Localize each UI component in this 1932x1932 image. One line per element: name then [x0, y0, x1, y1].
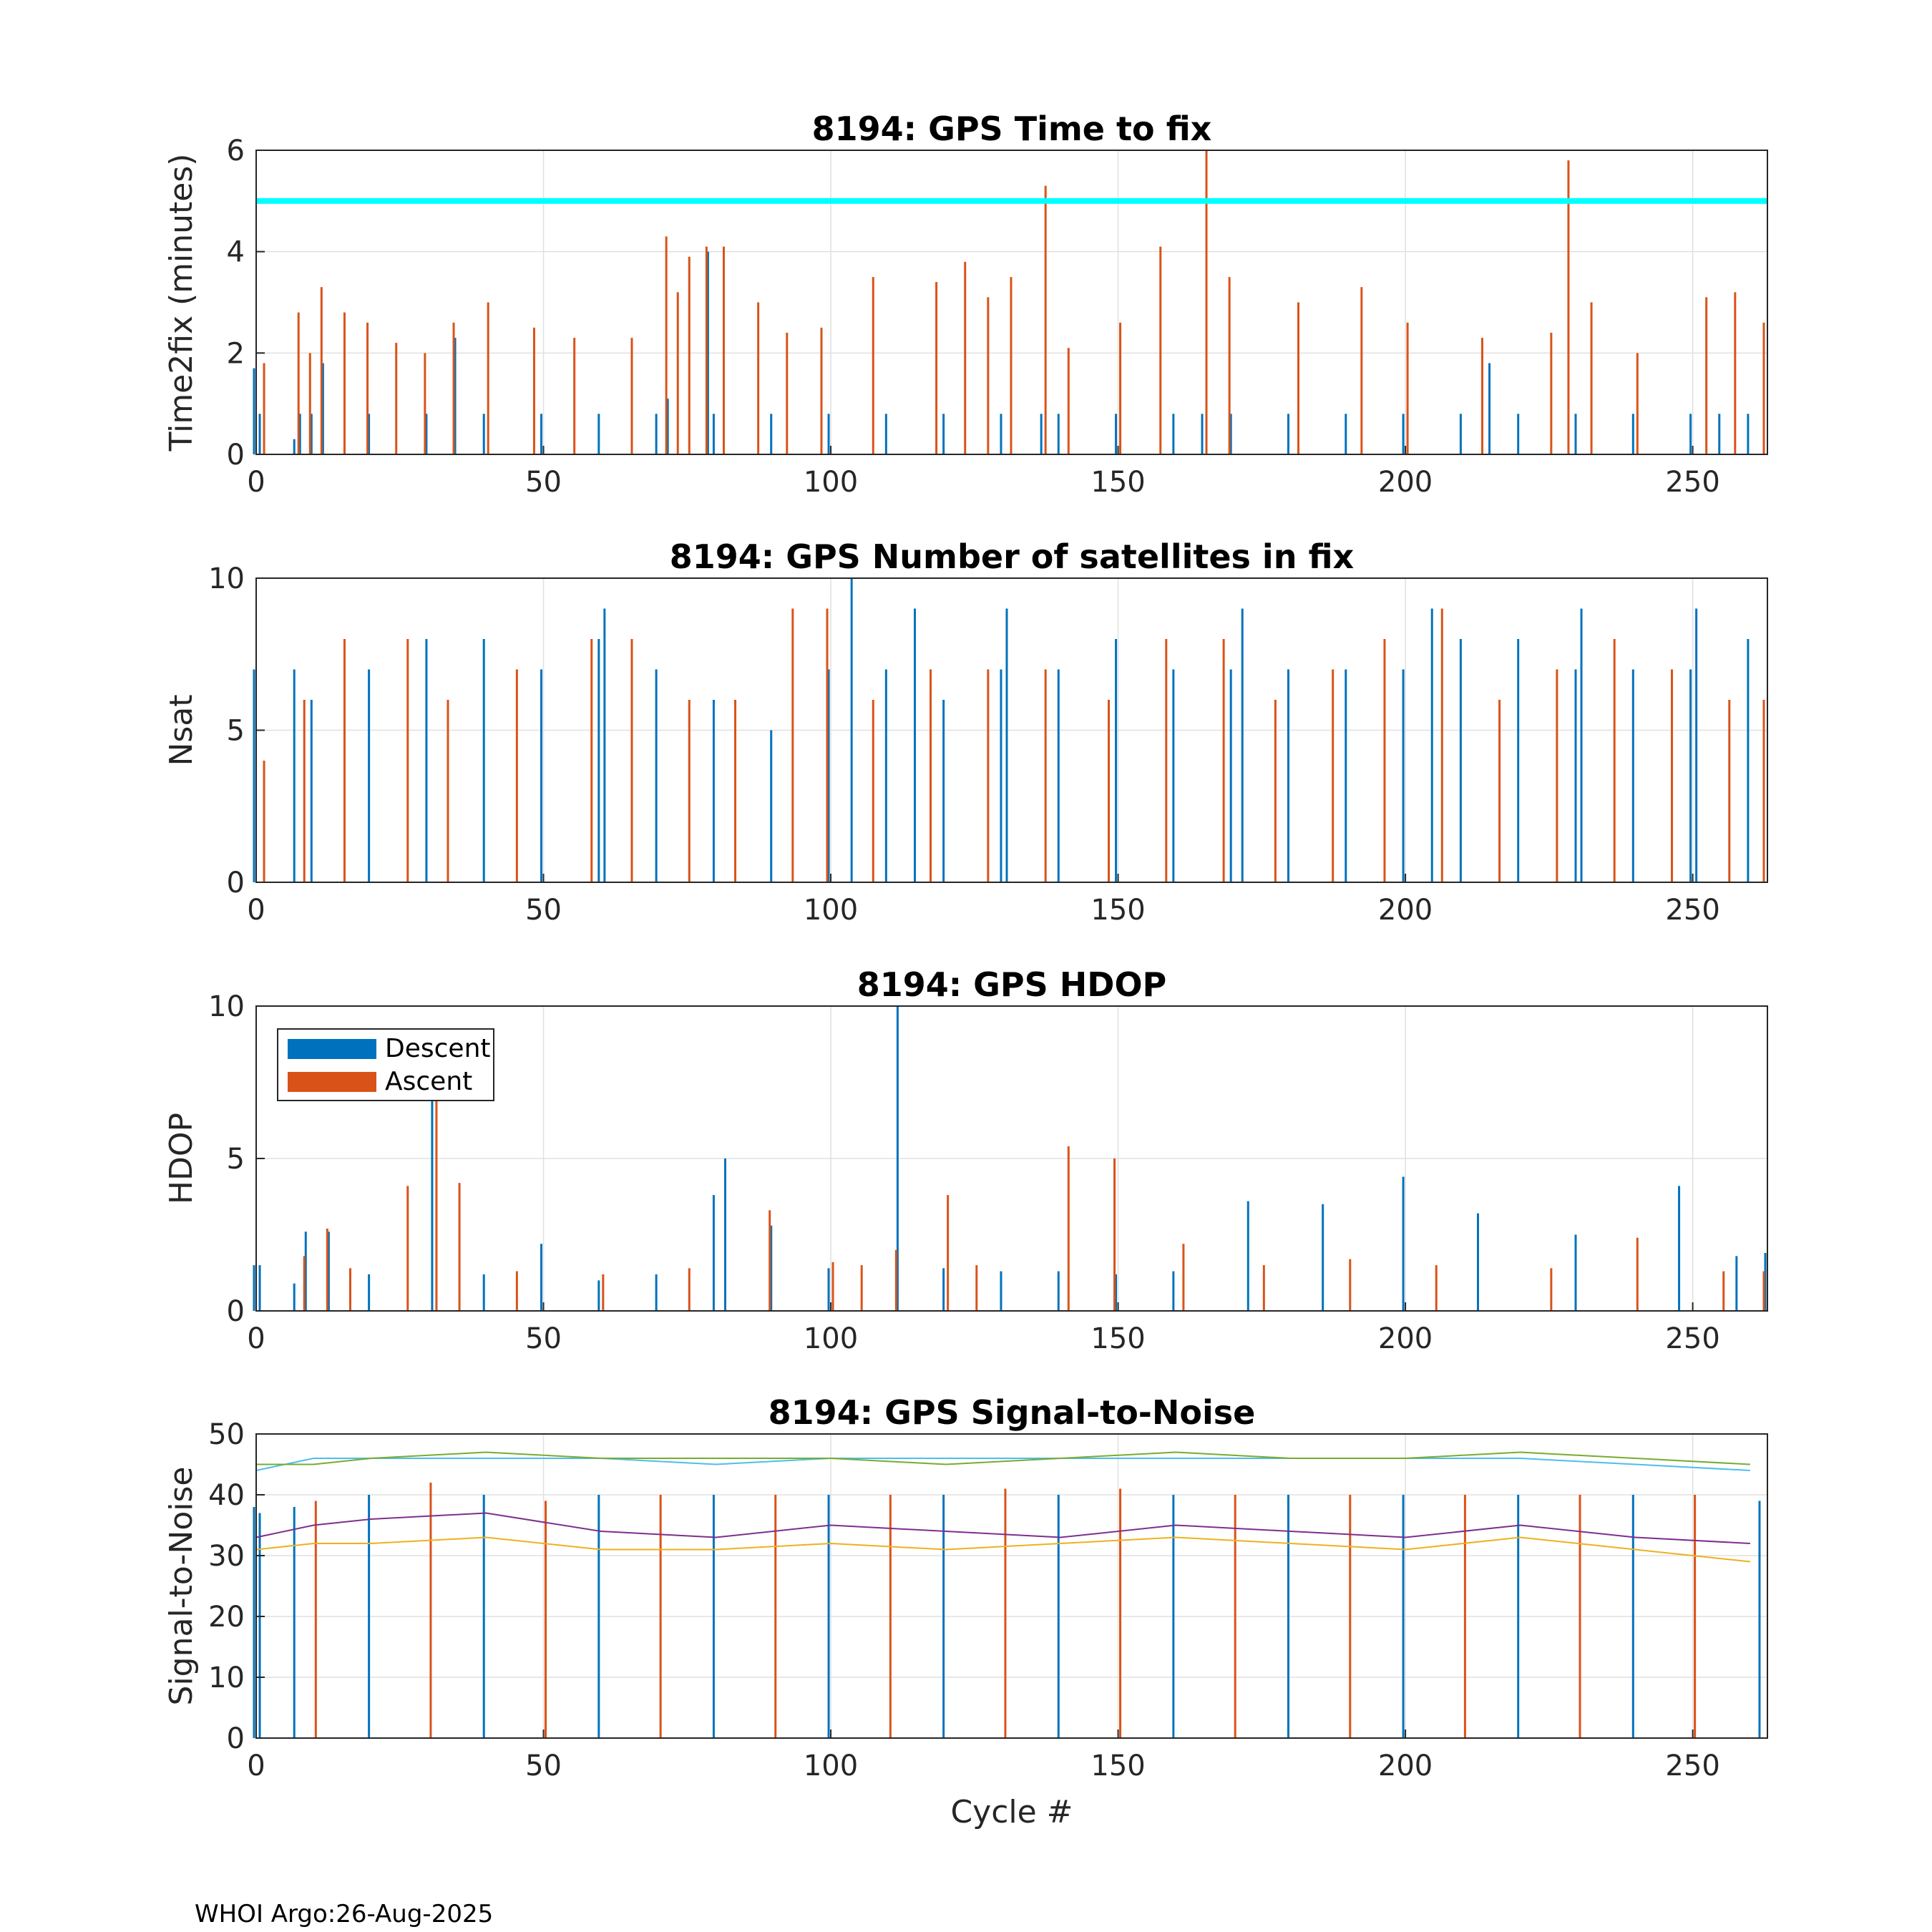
chart-title: 8194: GPS HDOP	[857, 965, 1167, 1004]
y-tick-label: 0	[227, 867, 245, 899]
chart-title: 8194: GPS Time to fix	[812, 109, 1212, 148]
y-tick-label: 10	[208, 562, 245, 595]
x-tick-label: 100	[804, 894, 858, 927]
x-tick-label: 150	[1091, 1750, 1145, 1782]
chart-panel-1: 0 50 100 150 200 250 0 2 4 6 8194: GPS Time to fix…	[163, 109, 1768, 499]
x-tick-label: 100	[804, 1322, 858, 1355]
snr-line-2	[256, 1451, 1750, 1465]
y-tick-label: 40	[208, 1479, 245, 1512]
x-axis-label: Cycle #	[950, 1794, 1073, 1830]
legend-label-descent: Descent	[385, 1034, 491, 1063]
y-tick-label: 30	[208, 1540, 245, 1573]
snr-line-3	[255, 1512, 1750, 1544]
legend-label-ascent: Ascent	[385, 1067, 472, 1096]
x-tick-label: 250	[1665, 466, 1719, 499]
chart-panel-4: 0 50 100 150 200 250 0 10 20 30 40 50 8194: GPS Sign…	[163, 1393, 1768, 1830]
y-tick-label: 2	[227, 337, 245, 370]
x-tick-label: 0	[247, 1322, 265, 1355]
x-tick-label: 150	[1091, 466, 1145, 499]
x-tick-label: 100	[804, 1750, 858, 1782]
y-axis-label: HDOP	[163, 1113, 200, 1204]
y-tick-label: 0	[227, 1722, 245, 1755]
x-tick-label: 250	[1665, 1750, 1719, 1782]
axes-box	[255, 1433, 1768, 1739]
snr-line-1	[255, 1458, 1750, 1471]
x-tick-label: 150	[1091, 1322, 1145, 1355]
x-tick-label: 250	[1665, 1322, 1719, 1355]
x-tick-label: 0	[247, 466, 265, 499]
snr-line-4	[255, 1536, 1751, 1563]
chart-title: 8194: GPS Signal-to-Noise	[769, 1393, 1256, 1432]
legend-swatch-ascent	[288, 1072, 376, 1092]
chart-panel-2: 0 50 100 150 200 250 0 5 10 8194: GPS Number of s…	[163, 537, 1768, 927]
y-axis-label: Nsat	[163, 694, 200, 766]
footer-credit: WHOI Argo:26-Aug-2025	[195, 1900, 494, 1928]
y-tick-label: 20	[208, 1601, 245, 1634]
x-tick-label: 50	[525, 466, 562, 499]
y-tick-label: 10	[208, 990, 245, 1023]
x-tick-label: 50	[525, 894, 562, 927]
y-tick-label: 0	[227, 1295, 245, 1328]
y-tick-label: 0	[227, 439, 245, 472]
x-tick-label: 200	[1378, 894, 1433, 927]
y-tick-label: 50	[208, 1418, 245, 1451]
y-tick-label: 6	[227, 135, 245, 167]
x-tick-label: 250	[1665, 894, 1719, 927]
y-tick-label: 5	[227, 715, 245, 748]
y-axis-label: Time2fix (minutes)	[163, 154, 200, 452]
axes-box	[255, 150, 1768, 455]
chart-panel-3: 0 50 100 150 200 250 0 5 10 8194: GPS HDOP HDOP Des…	[163, 965, 1768, 1355]
x-tick-label: 150	[1091, 894, 1145, 927]
x-tick-label: 100	[804, 466, 858, 499]
x-tick-label: 200	[1378, 1322, 1433, 1355]
y-tick-label: 5	[227, 1143, 245, 1176]
x-tick-label: 50	[525, 1322, 562, 1355]
legend: Descent Ascent	[277, 1028, 494, 1101]
y-tick-label: 10	[208, 1662, 245, 1694]
x-tick-label: 200	[1378, 466, 1433, 499]
legend-swatch-descent	[288, 1039, 376, 1059]
x-tick-label: 50	[525, 1750, 562, 1782]
y-tick-label: 4	[227, 236, 245, 269]
x-tick-label: 200	[1378, 1750, 1433, 1782]
chart-title: 8194: GPS Number of satellites in fix	[670, 537, 1354, 576]
x-tick-label: 0	[247, 1750, 265, 1782]
x-tick-label: 0	[247, 894, 265, 927]
y-axis-label: Signal-to-Noise	[163, 1467, 200, 1706]
